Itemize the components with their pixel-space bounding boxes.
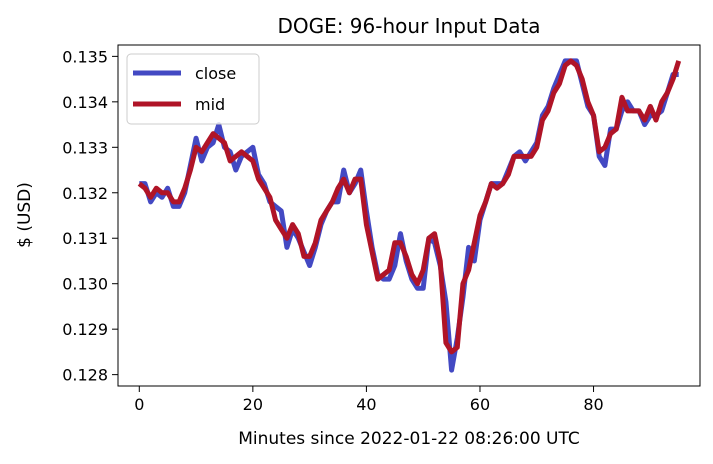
x-axis-label: Minutes since 2022-01-22 08:26:00 UTC — [238, 429, 580, 449]
legend-entries: close mid — [133, 64, 236, 114]
y-axis-label: $ (USD) — [15, 182, 35, 248]
x-axis: 0 20 40 60 80 — [134, 386, 604, 414]
series-layer — [137, 58, 682, 373]
y-tick-label: 0.135 — [62, 47, 108, 66]
x-tick-label: 20 — [243, 395, 263, 414]
legend-label-mid: mid — [195, 95, 225, 114]
y-tick-label: 0.130 — [62, 275, 108, 294]
x-tick-label: 40 — [356, 395, 376, 414]
legend-label-close: close — [195, 64, 236, 83]
chart-title: DOGE: 96-hour Input Data — [277, 14, 540, 38]
y-axis: 0.128 0.129 0.130 0.131 0.132 0.133 0.134 0.135 — [62, 47, 118, 385]
legend: close mid — [126, 53, 260, 125]
series-line-mid — [137, 58, 682, 355]
y-tick-label: 0.133 — [62, 138, 108, 157]
legend-box — [126, 53, 260, 125]
x-tick-label: 60 — [470, 395, 490, 414]
y-tick-label: 0.131 — [62, 229, 108, 248]
plot-area — [117, 44, 701, 387]
plot-frame — [117, 44, 701, 387]
x-tick-label: 80 — [583, 395, 603, 414]
y-tick-label: 0.132 — [62, 184, 108, 203]
x-tick-label: 0 — [134, 395, 144, 414]
y-tick-label: 0.134 — [62, 93, 108, 112]
y-tick-label: 0.129 — [62, 320, 108, 339]
y-tick-label: 0.128 — [62, 366, 108, 385]
